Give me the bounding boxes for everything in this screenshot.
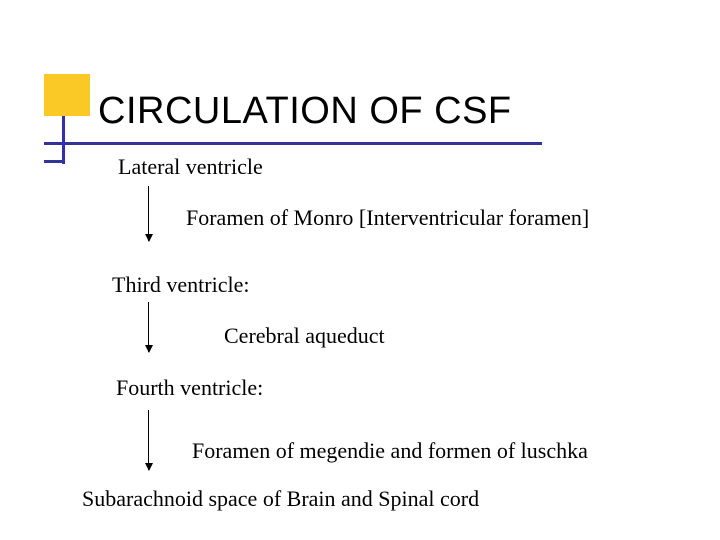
arrow-2 [148, 302, 149, 352]
step-third-ventricle: Third ventricle: [112, 272, 249, 298]
title-accent-tick [44, 160, 65, 163]
step-subarachnoid: Subarachnoid space of Brain and Spinal c… [82, 486, 479, 512]
step-lateral-ventricle: Lateral ventricle [118, 154, 263, 180]
step-cerebral-aqueduct: Cerebral aqueduct [224, 323, 385, 349]
step-fourth-ventricle: Fourth ventricle: [116, 375, 263, 401]
arrow-1 [148, 186, 149, 241]
slide-title: CIRCULATION OF CSF [98, 90, 512, 133]
arrow-3 [148, 410, 149, 470]
step-foramen-megendie: Foramen of megendie and formen of luschk… [192, 438, 588, 464]
title-underline [44, 142, 542, 145]
step-foramen-monro: Foramen of Monro [Interventricular foram… [186, 205, 589, 231]
title-accent-box [44, 74, 90, 116]
title-accent-vertical [62, 116, 65, 164]
